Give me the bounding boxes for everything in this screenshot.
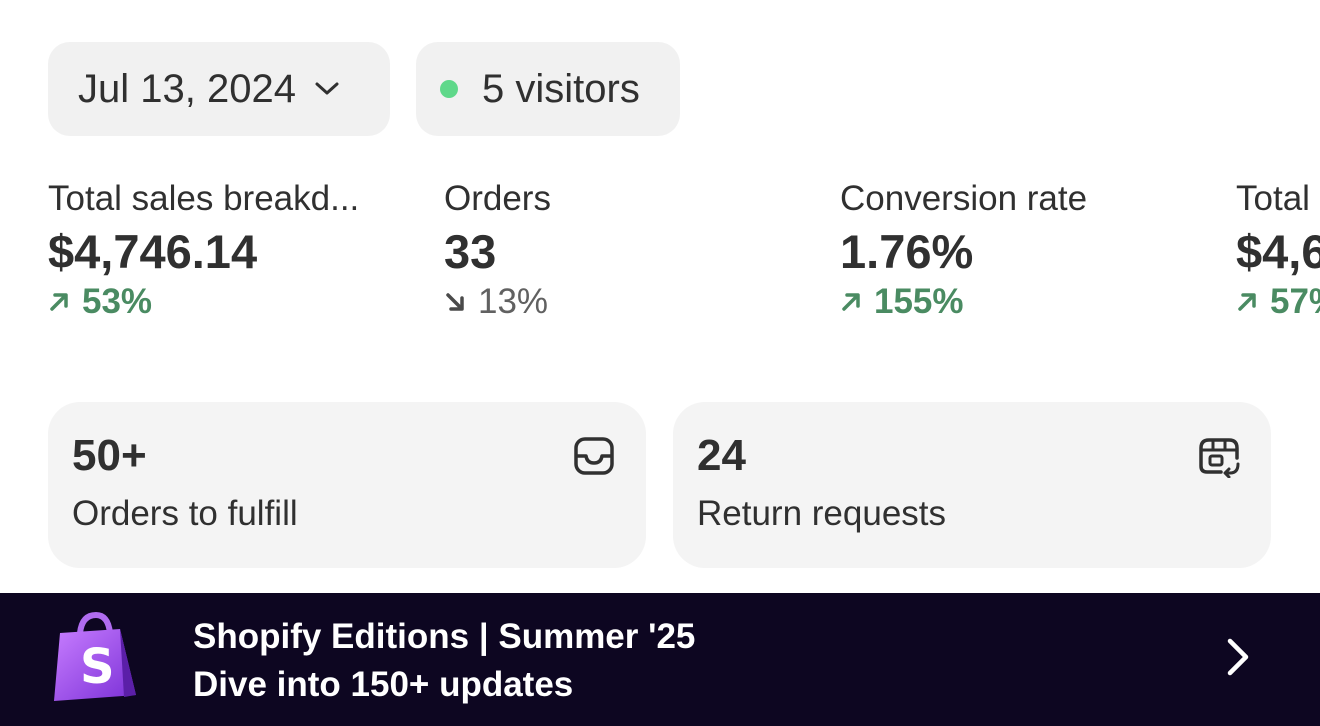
- metric-label: Orders: [444, 179, 551, 218]
- arrow-up-right-icon: [1236, 291, 1258, 313]
- arrow-down-right-icon: [444, 291, 466, 313]
- card-value: 50+: [72, 431, 147, 480]
- svg-text:S: S: [80, 639, 115, 695]
- metric-label: Conversion rate: [840, 179, 1088, 218]
- metric-label: Total sales breakd...: [48, 179, 360, 218]
- metric-change-value: 53%: [82, 282, 153, 321]
- metric-total-partial[interactable]: Total $4,6 57%: [1236, 178, 1320, 322]
- metric-label: Total: [1236, 179, 1310, 218]
- metrics-row[interactable]: Total sales breakd... $4,746.14 53% Orde…: [0, 178, 1320, 328]
- metric-conversion-rate[interactable]: Conversion rate 1.76% 155%: [840, 178, 1220, 322]
- shopify-bag-logo: S: [50, 611, 140, 703]
- metric-change: 13%: [444, 282, 824, 322]
- date-picker-button[interactable]: Jul 13, 2024: [48, 42, 390, 136]
- arrow-up-right-icon: [840, 291, 862, 313]
- metric-value: 33: [444, 225, 497, 278]
- return-requests-card[interactable]: 24 Return requests: [673, 402, 1271, 568]
- card-label: Return requests: [697, 494, 947, 533]
- banner-title: Shopify Editions | Summer '25: [193, 617, 696, 656]
- card-label: Orders to fulfill: [72, 494, 298, 533]
- metric-value: 1.76%: [840, 225, 974, 278]
- metric-change: 53%: [48, 282, 428, 322]
- chevron-right-icon[interactable]: [1220, 637, 1256, 677]
- return-box-icon: [1197, 434, 1241, 479]
- card-value: 24: [697, 431, 746, 480]
- editions-banner[interactable]: S Shopify Editions | Summer '25 Dive int…: [0, 593, 1320, 726]
- metric-change-value: 57%: [1270, 282, 1320, 321]
- metric-total-sales[interactable]: Total sales breakd... $4,746.14 53%: [48, 178, 428, 322]
- orders-to-fulfill-card[interactable]: 50+ Orders to fulfill: [48, 402, 646, 568]
- metric-change-value: 155%: [874, 282, 964, 321]
- home-sheet: Jul 13, 2024 5 visitors Total sales brea…: [0, 42, 1320, 568]
- live-visitors-button[interactable]: 5 visitors: [416, 42, 680, 136]
- banner-subtitle: Dive into 150+ updates: [193, 665, 574, 704]
- metric-change: 57%: [1236, 282, 1320, 322]
- inbox-icon: [572, 434, 616, 478]
- metric-value: $4,6: [1236, 225, 1320, 278]
- visitors-label: 5 visitors: [482, 66, 640, 111]
- metric-change: 155%: [840, 282, 1220, 322]
- chevron-down-icon: [314, 81, 340, 97]
- metric-value: $4,746.14: [48, 225, 258, 278]
- live-dot-icon: [440, 80, 458, 98]
- metric-orders[interactable]: Orders 33 13%: [444, 178, 824, 322]
- arrow-up-right-icon: [48, 291, 70, 313]
- date-label: Jul 13, 2024: [78, 66, 296, 111]
- metric-change-value: 13%: [478, 282, 549, 321]
- banner-text: Shopify Editions | Summer '25 Dive into …: [193, 613, 695, 709]
